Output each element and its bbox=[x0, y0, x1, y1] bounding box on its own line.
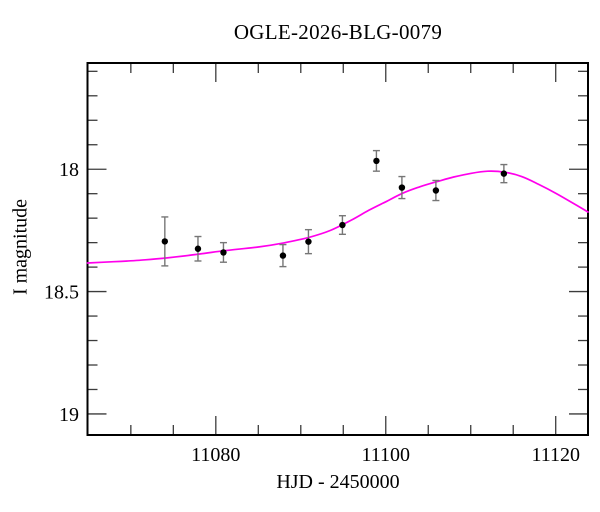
data-point bbox=[500, 170, 508, 177]
data-point bbox=[279, 252, 287, 259]
y-axis-label: I magnitude bbox=[9, 198, 32, 296]
data-point bbox=[305, 238, 312, 245]
data-point bbox=[194, 245, 202, 252]
x-tick-label: 11120 bbox=[531, 444, 580, 466]
data-point bbox=[220, 249, 227, 256]
chart-title: OGLE-2026-BLG-0079 bbox=[233, 20, 443, 44]
model-curve bbox=[86, 170, 589, 264]
data-point bbox=[432, 187, 440, 194]
x-tick-label: 11100 bbox=[362, 444, 411, 466]
plot-frame bbox=[86, 62, 589, 436]
data-point bbox=[339, 221, 346, 229]
data-point bbox=[373, 157, 380, 165]
x-axis-label: HJD - 2450000 bbox=[276, 471, 400, 493]
x-tick-label: 11080 bbox=[191, 444, 240, 466]
y-tick-label: 18 bbox=[59, 159, 79, 181]
y-tick-label: 19 bbox=[59, 404, 79, 426]
data-point bbox=[161, 238, 169, 245]
data-point bbox=[398, 184, 406, 191]
y-tick-label: 18.5 bbox=[44, 282, 79, 304]
